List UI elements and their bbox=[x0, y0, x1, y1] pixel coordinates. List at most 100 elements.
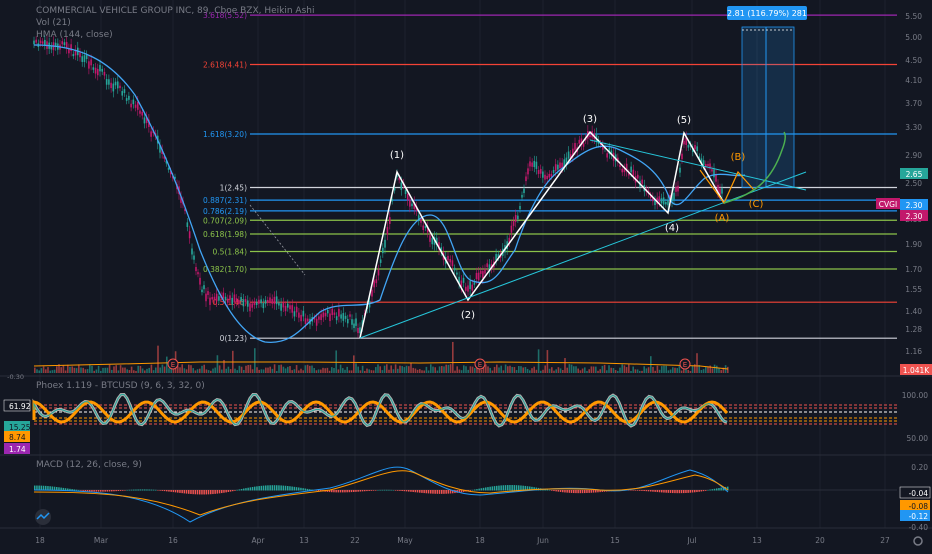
candle-body bbox=[420, 218, 422, 223]
volume-bar bbox=[350, 370, 353, 373]
volume-bar bbox=[159, 367, 161, 373]
candle-body bbox=[563, 159, 566, 167]
volume-bar bbox=[179, 367, 181, 373]
macd-histogram-bar bbox=[713, 488, 716, 491]
macd-histogram-bar bbox=[555, 490, 557, 492]
volume-bar bbox=[36, 369, 38, 373]
candle-body bbox=[715, 174, 717, 182]
macd-histogram-bar bbox=[348, 490, 351, 493]
volume-bar bbox=[97, 365, 100, 373]
macd-histogram-bar bbox=[67, 488, 69, 491]
earnings-marker: E bbox=[679, 358, 691, 370]
volume-bar bbox=[599, 369, 601, 373]
candle-body bbox=[529, 161, 531, 167]
volume-bar bbox=[115, 365, 117, 373]
macd-histogram-bar bbox=[216, 490, 219, 494]
candle-body bbox=[231, 297, 234, 305]
candle-body bbox=[242, 299, 245, 307]
candle-body bbox=[293, 311, 296, 317]
volume-bar bbox=[498, 367, 500, 373]
projection-box bbox=[741, 26, 795, 188]
candle-body bbox=[186, 222, 189, 227]
volume-bar bbox=[656, 365, 659, 373]
price-tick: 4.10 bbox=[905, 76, 922, 85]
candle-body bbox=[291, 305, 294, 313]
volume-bar bbox=[674, 367, 676, 373]
volume-bar bbox=[225, 368, 227, 373]
candle-body bbox=[114, 81, 117, 86]
candle-body bbox=[136, 101, 139, 110]
earnings-marker: E bbox=[474, 358, 486, 370]
macd-histogram-bar bbox=[658, 490, 661, 493]
candle-body bbox=[569, 154, 572, 159]
macd-tick: -0.40 bbox=[909, 523, 929, 532]
volume-bar bbox=[71, 366, 73, 373]
candle-body bbox=[39, 40, 42, 44]
volume-bar bbox=[401, 366, 403, 373]
macd-histogram-bar bbox=[111, 490, 113, 492]
time-tick: 15 bbox=[610, 536, 620, 545]
time-tick: Jun bbox=[536, 536, 549, 545]
candle-body bbox=[41, 41, 44, 44]
volume-bar bbox=[478, 368, 480, 373]
candle-body bbox=[654, 200, 656, 206]
volume-bar bbox=[258, 369, 260, 373]
volume-bar bbox=[271, 368, 274, 373]
macd-histogram-bar bbox=[284, 485, 287, 491]
macd-histogram-bar bbox=[370, 490, 373, 491]
time-tick: 22 bbox=[350, 536, 360, 545]
wave-label: (B) bbox=[731, 152, 746, 163]
macd-histogram-bar bbox=[117, 490, 120, 492]
macd-histogram-bar bbox=[102, 490, 104, 492]
macd-histogram-bar bbox=[502, 485, 505, 491]
candle-body bbox=[108, 79, 110, 85]
candle-body bbox=[565, 157, 568, 165]
macd-histogram-bar bbox=[227, 490, 230, 493]
volume-bar bbox=[137, 365, 139, 373]
macd-histogram-bar bbox=[328, 490, 331, 493]
candle-body bbox=[92, 67, 95, 70]
volume-bar bbox=[267, 367, 269, 373]
macd-histogram-bar bbox=[232, 490, 234, 492]
volume-bar bbox=[436, 370, 439, 373]
phoenix-tick: 100.00 bbox=[902, 391, 928, 400]
volume-bar bbox=[667, 370, 670, 373]
volume-bar bbox=[588, 369, 590, 373]
macd-histogram-bar bbox=[423, 490, 425, 494]
macd-histogram-bar bbox=[91, 490, 93, 492]
time-tick: Jul bbox=[686, 536, 696, 545]
macd-histogram-bar bbox=[716, 488, 718, 491]
macd-histogram-bar bbox=[135, 489, 137, 491]
macd-histogram-bar bbox=[269, 485, 271, 491]
candle-body bbox=[235, 298, 238, 303]
macd-histogram-bar bbox=[388, 489, 390, 491]
phoenix-tag-bg bbox=[4, 421, 30, 432]
macd-histogram-bar bbox=[463, 490, 465, 492]
volume-bar bbox=[403, 367, 406, 373]
grid-lines bbox=[39, 0, 886, 528]
macd-histogram-bar bbox=[335, 490, 337, 493]
macd-histogram-bar bbox=[168, 490, 170, 492]
macd-histogram-bar bbox=[438, 490, 441, 494]
volume-bar bbox=[89, 364, 91, 373]
candle-body bbox=[531, 162, 533, 167]
candle-body bbox=[238, 299, 240, 305]
candle-body bbox=[662, 197, 665, 205]
volume-bar bbox=[192, 368, 194, 373]
candle-body bbox=[477, 272, 480, 281]
candle-body bbox=[619, 164, 621, 168]
price-tick: 3.70 bbox=[905, 99, 922, 108]
macd-histogram-bar bbox=[647, 490, 650, 492]
fib-level-label: 2.618(4.41) bbox=[203, 61, 247, 70]
volume-bar bbox=[93, 370, 95, 373]
macd-signal-line bbox=[33, 470, 729, 516]
macd-histogram-bar bbox=[196, 490, 199, 495]
macd-histogram-bar bbox=[357, 490, 359, 492]
candle-body bbox=[121, 91, 124, 96]
macd-histogram-bar bbox=[139, 489, 142, 491]
macd-histogram-bar bbox=[133, 489, 135, 491]
volume-bar bbox=[575, 366, 577, 373]
macd-histogram-bar bbox=[685, 490, 687, 493]
candle-body bbox=[359, 327, 361, 334]
